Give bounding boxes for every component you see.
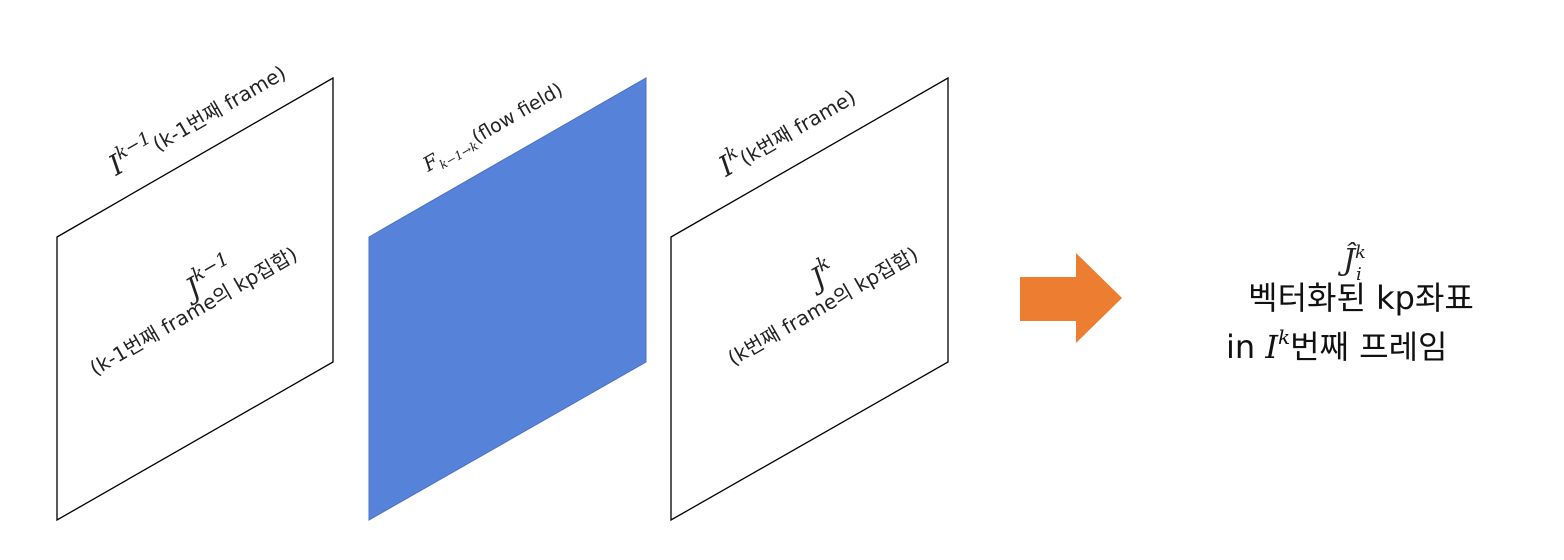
- right-arrow-icon: [1020, 253, 1122, 343]
- curr-frame-plane: [670, 76, 949, 522]
- curr-frame-panel: Ik(k번째 frame) Jk (k번째 frame의 kp집합): [670, 76, 949, 522]
- flow-field-plane: [368, 77, 647, 521]
- result-line1: 벡터화된 kp좌표: [1248, 279, 1474, 317]
- prev-frame-plane: [56, 76, 334, 522]
- flow-field-panel: Fk−1→k(flow field): [368, 77, 647, 521]
- prev-frame-panel: Ik−1(k-1번째 frame) Jk−1 (k-1번째 frame의 kp집…: [56, 60, 334, 522]
- result-line2: in Ik번째 프레임: [1226, 325, 1447, 366]
- result-block: Ĵk i 벡터화된 kp좌표 in Ik번째 프레임: [1226, 242, 1474, 366]
